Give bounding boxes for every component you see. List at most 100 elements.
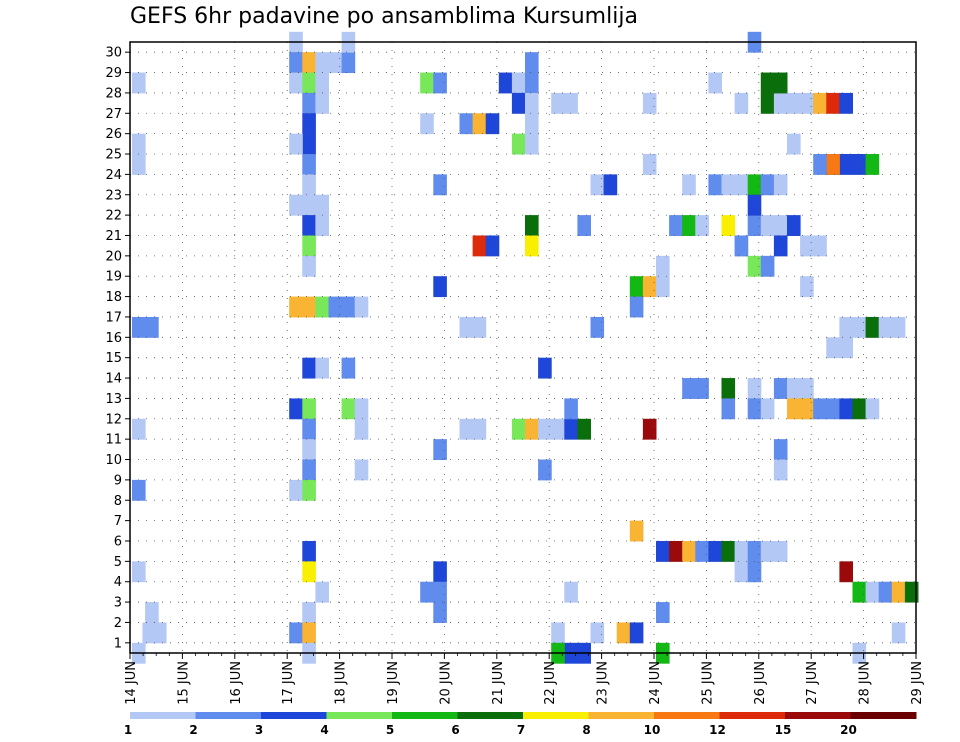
legend-swatch (392, 712, 458, 719)
heatmap-cell (852, 316, 867, 338)
heatmap-cell (813, 398, 827, 420)
heatmap-cell (302, 215, 316, 236)
heatmap-cell (734, 92, 749, 114)
y-tick-label: 23 (105, 188, 122, 203)
heatmap-cell (302, 154, 316, 175)
heatmap-cell (891, 622, 906, 644)
x-tick-label: 17 JUN (281, 661, 296, 705)
heatmap-cell (564, 398, 578, 420)
y-tick-label: 21 (105, 229, 122, 244)
heatmap-cell (433, 439, 447, 461)
heatmap-cell (289, 296, 303, 318)
y-tick-label: 4 (114, 575, 122, 590)
heatmap-cell (485, 235, 500, 257)
y-tick-label: 29 (105, 66, 122, 81)
heatmap-cell (787, 92, 801, 114)
color-legend: 1 2 3 4 5 6 7 8 10 12 15 20 (124, 712, 917, 737)
x-tick-label: 21 JUN (491, 661, 506, 705)
heatmap-cell (132, 561, 146, 583)
heatmap-cell (538, 418, 552, 440)
heatmap-cell (132, 133, 146, 155)
heatmap-cell (839, 316, 853, 338)
y-tick-label: 30 (105, 46, 122, 61)
heatmap-cell (289, 479, 303, 501)
heatmap-cell (354, 459, 369, 481)
y-tick-label: 17 (105, 310, 122, 325)
heatmap-cell (721, 215, 736, 236)
heatmap-cell (865, 581, 880, 603)
heatmap-cell (734, 561, 749, 583)
heatmap-cell (315, 581, 329, 603)
legend-label: 20 (840, 723, 857, 737)
legend-label: 1 (124, 723, 132, 737)
heatmap-cell (708, 72, 722, 94)
heatmap-cell (721, 378, 736, 399)
y-tick-label: 16 (105, 331, 122, 346)
heatmap-cell (839, 92, 853, 114)
heatmap-cell (145, 316, 159, 338)
heatmap-cell (525, 215, 539, 236)
heatmap-cell (760, 255, 775, 277)
heatmap-cell (787, 398, 801, 420)
heatmap-cell (525, 52, 539, 74)
y-tick-label: 20 (105, 249, 122, 264)
heatmap-cell (132, 479, 146, 501)
legend-label: 15 (775, 723, 792, 737)
heatmap-cell (302, 418, 316, 440)
heatmap-cell (525, 418, 539, 440)
heatmap-cell (132, 154, 146, 175)
y-tick-label: 24 (105, 168, 122, 183)
heatmap-cell (747, 378, 762, 399)
heatmap-cell (302, 92, 316, 114)
y-tick-label: 25 (105, 148, 122, 163)
heatmap-cell (865, 154, 880, 175)
heatmap-cell (315, 92, 329, 114)
heatmap-cell (852, 398, 867, 420)
heatmap-cell (800, 276, 814, 298)
heatmap-cell (800, 92, 814, 114)
x-tick-label: 18 JUN (334, 661, 349, 705)
x-tick-label: 23 JUN (596, 661, 611, 705)
heatmap-cell (564, 92, 578, 114)
heatmap-cell (616, 622, 631, 644)
heatmap-cell (577, 418, 591, 440)
heatmap-cell (354, 418, 369, 440)
x-tick-label: 24 JUN (648, 661, 663, 705)
heatmap-cell (420, 113, 434, 135)
heatmap-cell (511, 133, 526, 155)
x-tick-label: 29 JUN (910, 661, 925, 705)
heatmap-cell (551, 418, 565, 440)
heatmap-cell (538, 357, 552, 379)
heatmap-cell (656, 540, 670, 562)
heatmap-cell (564, 418, 578, 440)
heatmap-cell (747, 540, 762, 562)
heatmap-cell (525, 72, 539, 94)
x-tick-label: 19 JUN (386, 661, 401, 705)
heatmap-cells (132, 31, 919, 664)
heatmap-cell (878, 581, 893, 603)
heatmap-cell (302, 561, 316, 583)
heatmap-cell (302, 479, 316, 501)
heatmap-cell (511, 418, 526, 440)
y-tick-label: 9 (114, 473, 122, 488)
heatmap-cell (472, 418, 487, 440)
heatmap-cell (132, 72, 146, 94)
heatmap-cell (773, 215, 788, 236)
y-tick-label: 10 (105, 453, 122, 468)
heatmap-cell (302, 174, 316, 196)
y-tick-label: 6 (114, 534, 122, 549)
legend-swatch (850, 712, 917, 719)
heatmap-cell (721, 174, 736, 196)
heatmap-cell (839, 398, 853, 420)
heatmap-cell (302, 602, 316, 623)
heatmap-cell (302, 113, 316, 135)
legend-label: 10 (644, 723, 661, 737)
heatmap-cell (302, 194, 316, 216)
heatmap-cell (315, 296, 329, 318)
y-tick-label: 5 (114, 555, 122, 570)
heatmap-cell (420, 581, 434, 603)
heatmap-cell (878, 316, 893, 338)
heatmap-cell (773, 378, 788, 399)
chart-title: GEFS 6hr padavine po ansamblima Kursumli… (130, 4, 638, 29)
